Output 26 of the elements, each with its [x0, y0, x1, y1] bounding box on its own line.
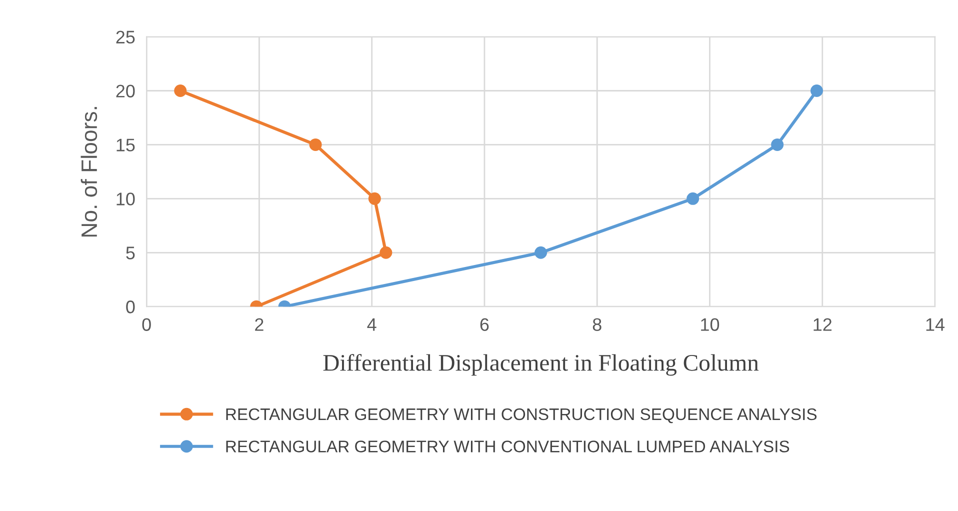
x-tick-label: 14 — [926, 318, 945, 331]
y-tick-label: 0 — [126, 300, 135, 314]
legend-label: RECTANGULAR GEOMETRY WITH CONVENTIONAL LUMPED ANALYSIS — [226, 440, 790, 452]
y-axis-title: No. of Floors. — [80, 107, 98, 237]
point — [368, 192, 381, 205]
x-tick-label: 0 — [142, 318, 151, 331]
point — [309, 138, 322, 151]
y-tick-label: 20 — [116, 84, 135, 98]
point — [380, 246, 392, 259]
x-tick-label: 12 — [814, 318, 832, 331]
y-tick-label: 15 — [116, 138, 135, 152]
x-tick-label: 8 — [592, 318, 602, 331]
x-tick-label: 6 — [480, 318, 489, 331]
x-axis-title: Differential Displacement in Floating Column — [323, 354, 759, 376]
point — [686, 192, 700, 205]
point — [534, 246, 548, 259]
legend-label: RECTANGULAR GEOMETRY WITH CONSTRUCTION SEQUENCE ANALYSIS — [226, 408, 817, 424]
point — [810, 84, 823, 98]
x-tick-label: 10 — [701, 318, 720, 331]
point — [174, 84, 187, 98]
x-tick-label: 4 — [367, 318, 376, 331]
y-tick-label: 10 — [116, 192, 135, 206]
point — [771, 138, 784, 151]
y-tick-label: 25 — [116, 30, 135, 44]
x-tick-label: 2 — [255, 318, 264, 331]
y-tick-label: 5 — [126, 246, 135, 260]
